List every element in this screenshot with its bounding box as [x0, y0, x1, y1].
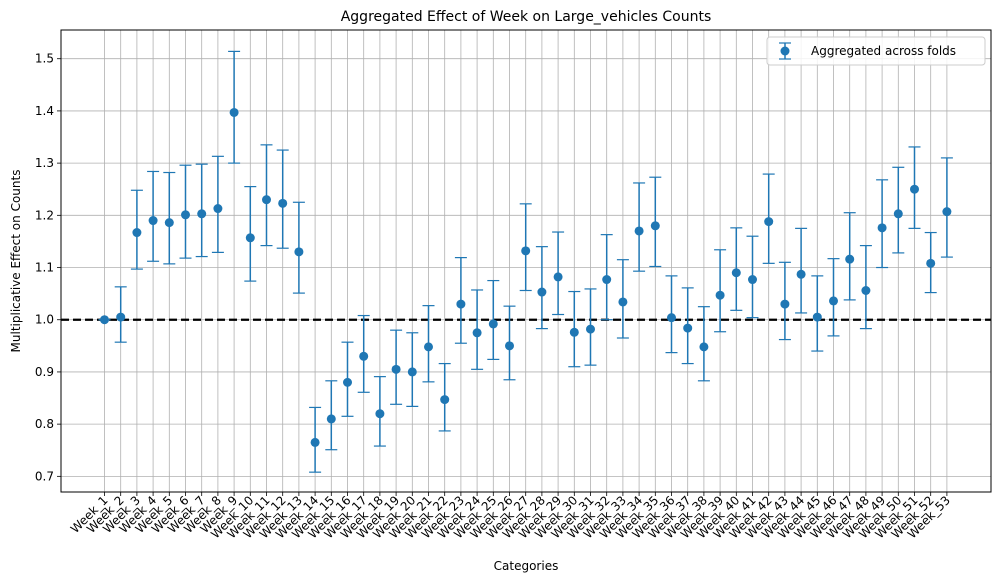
data-point	[326, 414, 336, 424]
data-point	[667, 313, 676, 323]
data-point	[278, 198, 288, 208]
data-point	[569, 327, 579, 337]
data-point	[424, 342, 433, 352]
data-point	[634, 226, 644, 236]
y-tick-label: 1.4	[35, 104, 54, 118]
y-axis-title: Multiplicative Effect on Counts	[9, 170, 23, 353]
legend-box	[766, 36, 986, 66]
data-point	[618, 297, 628, 307]
data-point	[262, 195, 271, 205]
legend-entry-label: Aggregated across folds	[811, 44, 956, 58]
data-point	[359, 351, 369, 361]
data-point	[731, 268, 741, 278]
data-point	[748, 275, 757, 285]
data-point	[926, 258, 936, 268]
data-point	[586, 324, 595, 334]
data-point	[375, 409, 385, 419]
y-tick-label: 0.9	[35, 365, 54, 379]
x-axis-title: Categories	[494, 559, 559, 573]
data-point	[650, 221, 660, 231]
data-point	[310, 437, 320, 447]
data-point	[440, 395, 450, 405]
y-tick-label: 1.5	[35, 52, 54, 66]
data-point	[683, 323, 693, 333]
data-point	[132, 228, 142, 238]
data-point	[391, 364, 401, 374]
x-axis: Week_1Week_2Week_3Week_4Week_5Week_6Week…	[68, 492, 953, 541]
data-point	[116, 312, 126, 322]
data-point	[796, 269, 806, 279]
y-tick-label: 1.2	[35, 208, 54, 222]
data-series	[98, 50, 953, 473]
plot-frame	[60, 29, 992, 493]
data-point	[343, 377, 352, 387]
data-point	[829, 296, 838, 306]
y-tick-label: 0.7	[35, 469, 54, 483]
data-point	[877, 223, 887, 233]
data-point	[229, 107, 239, 117]
data-point	[181, 210, 190, 220]
data-point	[213, 204, 223, 214]
y-tick-label: 0.8	[35, 417, 54, 431]
data-point	[780, 299, 790, 309]
data-point	[521, 246, 531, 256]
data-point	[910, 184, 919, 194]
data-point	[505, 341, 514, 351]
data-point	[893, 209, 903, 219]
data-point	[245, 233, 255, 243]
data-point	[699, 342, 709, 352]
data-point	[472, 328, 482, 338]
data-point	[488, 319, 498, 329]
y-axis: 0.7 0.8 0.9 1.0 1.1 1.2 1.3 1.4 1.5	[35, 52, 61, 483]
data-point	[764, 217, 774, 227]
data-point	[553, 272, 563, 282]
data-point	[407, 367, 417, 377]
data-point	[845, 254, 855, 264]
data-point	[294, 247, 304, 257]
data-point	[456, 299, 466, 309]
y-tick-label: 1.0	[35, 313, 54, 327]
legend-point	[780, 46, 790, 56]
data-point	[942, 207, 952, 217]
data-point	[602, 275, 612, 285]
legend-marker	[779, 42, 791, 60]
chart-title: Aggregated Effect of Week on Large_vehic…	[341, 9, 712, 25]
y-tick-label: 1.3	[35, 156, 54, 170]
data-point	[861, 285, 871, 295]
data-point	[148, 216, 158, 226]
data-point	[715, 290, 725, 300]
y-tick-label: 1.1	[35, 261, 54, 275]
data-point	[197, 209, 207, 219]
data-point	[537, 287, 547, 297]
data-point	[164, 218, 174, 228]
data-point	[100, 315, 109, 325]
legend: Aggregated across folds	[766, 36, 986, 66]
data-point	[812, 312, 822, 322]
